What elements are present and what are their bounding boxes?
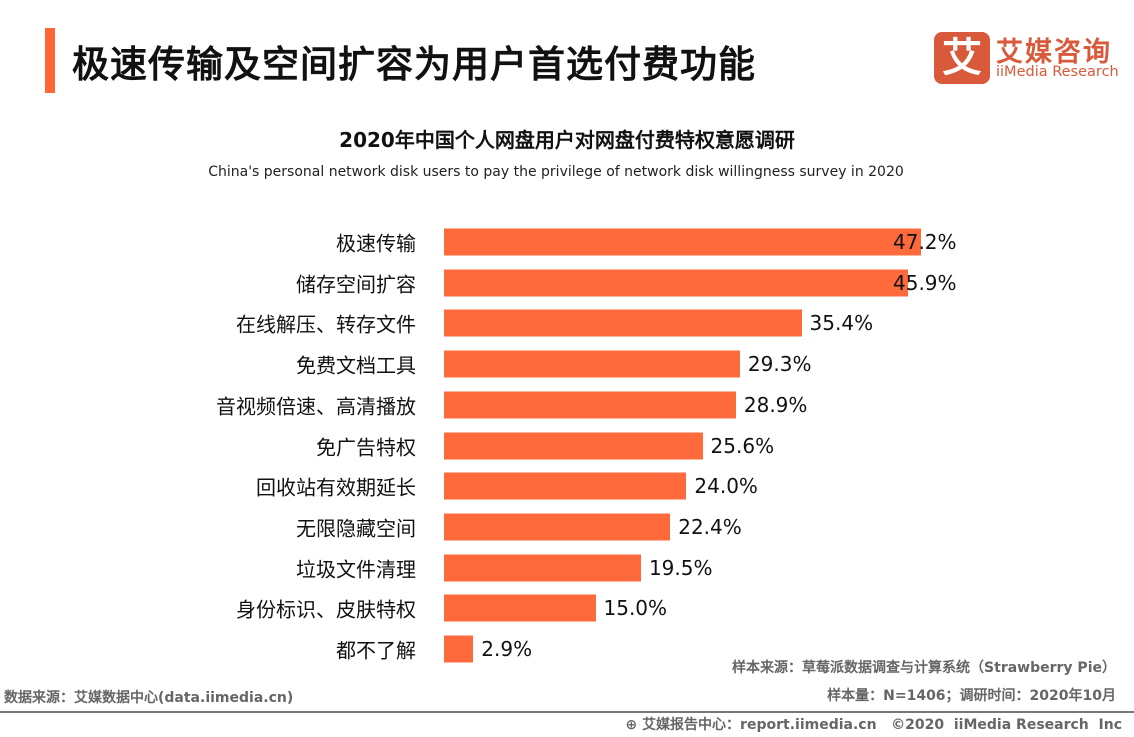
value-label: 22.4%: [678, 514, 742, 539]
sample-source: 样本来源：草莓派数据调查与计算系统（Strawberry Pie）: [732, 660, 1116, 676]
category-label: 储存空间扩容: [296, 272, 416, 297]
bar: [444, 594, 596, 622]
title-accent-bar: [45, 28, 55, 93]
category-label: 回收站有效期延长: [256, 475, 416, 500]
logo-mark: 艾: [934, 32, 990, 84]
bar: [444, 635, 474, 663]
footer-copyright: ⊕ 艾媒报告中心：report.iimedia.cn ©2020 iiMedia…: [625, 714, 1122, 734]
value-label: 19.5%: [648, 555, 713, 580]
category-label: 音视频倍速、高清播放: [216, 394, 416, 419]
globe-icon: ⊕: [625, 717, 643, 733]
category-label: 无限隐藏空间: [296, 516, 416, 541]
value-label: 47.2%: [893, 230, 957, 254]
category-label: 极速传输: [336, 231, 416, 256]
value-label: 29.3%: [747, 352, 812, 377]
bar: [444, 269, 908, 297]
bar: [444, 309, 802, 337]
value-label: 45.9%: [893, 270, 957, 295]
chart-subtitle: China's personal network disk users to p…: [208, 164, 904, 180]
bar: [444, 432, 703, 459]
category-label: 免广告特权: [316, 435, 416, 459]
value-label: 28.9%: [743, 392, 808, 417]
bar: [444, 350, 740, 378]
category-label: 垃圾文件清理: [296, 557, 416, 582]
category-label: 在线解压、转存文件: [236, 312, 416, 337]
sample-size: 样本量：N=1406；调研时间：2020年10月: [827, 688, 1116, 704]
logo-cn: 艾媒咨询: [996, 37, 1112, 68]
chart-title: 2020年中国个人网盘用户对网盘付费特权意愿调研: [339, 128, 795, 152]
category-label: 免费文档工具: [296, 353, 416, 378]
data-source: 数据来源：艾媒数据中心(data.iimedia.cn): [4, 690, 294, 706]
bar: [444, 513, 671, 541]
value-label: 2.9%: [481, 637, 533, 661]
bar: [444, 472, 687, 500]
footer-divider: [0, 711, 1134, 713]
category-label: 都不了解: [336, 638, 416, 663]
logo-en: iiMedia Research: [996, 64, 1119, 80]
value-label: 35.4%: [809, 311, 874, 336]
bar: [444, 391, 736, 419]
page-title: 极速传输及空间扩容为用户首选付费功能: [72, 43, 756, 86]
value-label: 15.0%: [603, 596, 668, 621]
value-label: 24.0%: [694, 474, 758, 499]
category-label: 身份标识、皮肤特权: [236, 597, 416, 622]
value-label: 25.6%: [710, 433, 775, 458]
bar: [444, 554, 641, 582]
bar: [444, 228, 921, 256]
copyright-text: 艾媒报告中心：report.iimedia.cn ©2020 iiMedia R…: [642, 717, 1122, 733]
